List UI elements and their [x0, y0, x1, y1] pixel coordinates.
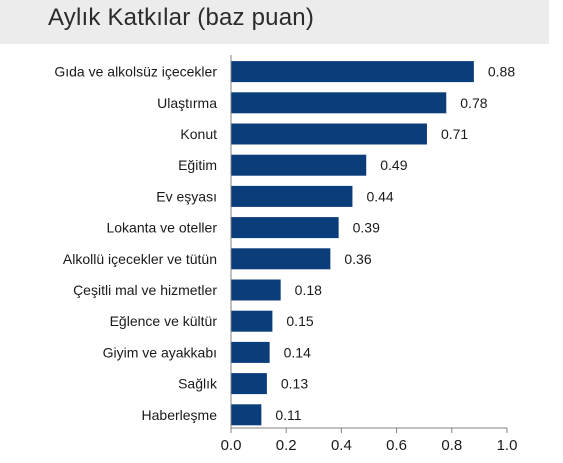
- bar-0: [231, 61, 474, 83]
- bar-5: [231, 217, 339, 239]
- x-tick-label-4: 0.8: [441, 437, 462, 454]
- category-label-10: Sağlık: [178, 376, 218, 392]
- category-label-7: Çeşitli mal ve hizmetler: [73, 282, 217, 298]
- bar-3: [231, 154, 367, 176]
- chart-title: Aylık Katkılar (baz puan): [48, 4, 315, 31]
- value-label-7: 0.18: [295, 282, 322, 298]
- bar-4: [231, 185, 353, 207]
- category-label-1: Ulaştırma: [157, 95, 217, 111]
- value-label-0: 0.88: [488, 64, 515, 80]
- value-label-11: 0.11: [275, 407, 301, 423]
- bar-8: [231, 310, 273, 332]
- value-label-4: 0.44: [366, 188, 393, 204]
- x-tick-label-2: 0.4: [331, 437, 352, 454]
- bar-7: [231, 279, 281, 301]
- value-label-9: 0.14: [284, 344, 311, 360]
- category-label-8: Eğlence ve kültür: [110, 313, 218, 329]
- value-label-2: 0.71: [441, 126, 468, 142]
- category-label-0: Gıda ve alkolsüz içecekler: [54, 64, 217, 80]
- category-label-11: Haberleşme: [142, 407, 218, 423]
- x-tick-label-1: 0.2: [276, 437, 297, 454]
- category-label-9: Giyim ve ayakkabı: [103, 344, 217, 360]
- title-band: [0, 0, 549, 44]
- category-label-2: Konut: [180, 126, 217, 142]
- category-label-5: Lokanta ve oteller: [106, 220, 217, 236]
- bar-6: [231, 248, 331, 270]
- bar-2: [231, 123, 427, 145]
- x-tick-label-3: 0.6: [386, 437, 407, 454]
- bar-9: [231, 341, 270, 363]
- value-label-8: 0.15: [286, 313, 313, 329]
- category-label-6: Alkollü içecekler ve tütün: [63, 251, 217, 267]
- bar-11: [231, 404, 262, 426]
- category-label-4: Ev eşyası: [156, 188, 217, 204]
- x-tick-label-5: 1.0: [497, 437, 518, 454]
- value-label-6: 0.36: [344, 251, 371, 267]
- value-label-3: 0.49: [380, 157, 407, 173]
- value-label-10: 0.13: [281, 376, 308, 392]
- bar-1: [231, 92, 447, 114]
- x-tick-label-0: 0.0: [221, 437, 242, 454]
- value-label-1: 0.78: [460, 95, 487, 111]
- bar-10: [231, 373, 267, 395]
- value-label-5: 0.39: [353, 220, 380, 236]
- category-label-3: Eğitim: [178, 157, 217, 173]
